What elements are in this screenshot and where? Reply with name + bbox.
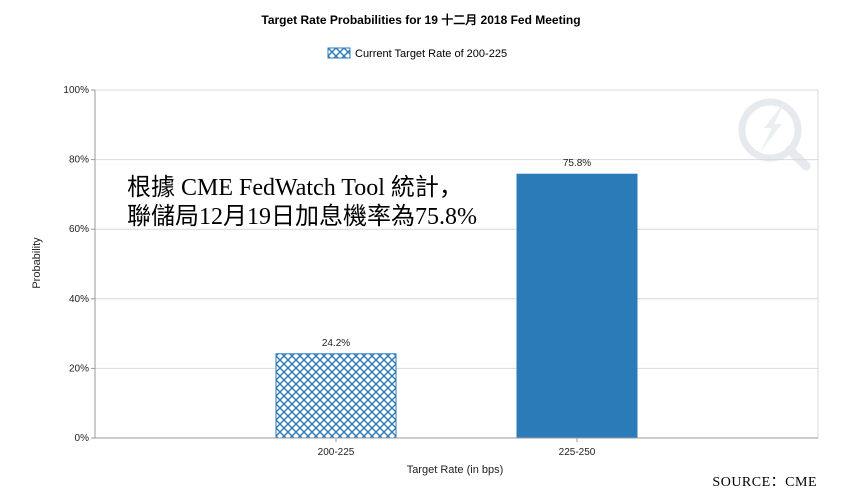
source-label: SOURCE：CME: [712, 475, 817, 490]
data-label-225-250: 75.8%: [563, 158, 591, 169]
bar-200-225: [275, 353, 397, 439]
y-tick-label: 0%: [75, 433, 90, 444]
y-tick-label: 60%: [69, 224, 89, 235]
legend: Current Target Rate of 200-225: [327, 47, 507, 60]
y-axis-title: Probability: [31, 237, 43, 289]
bar-225-250: [516, 173, 638, 439]
annotation-line-1: 根據 CME FedWatch Tool 統計，: [127, 174, 463, 201]
y-tick-label: 20%: [69, 363, 89, 374]
plot-frame: [94, 89, 819, 439]
y-tick-label: 40%: [69, 294, 89, 305]
y-tick-label: 100%: [63, 85, 89, 96]
x-tick-label-225-250: 225-250: [559, 447, 596, 458]
data-labels: 24.2% 75.8%: [322, 158, 591, 349]
legend-swatch: [327, 47, 351, 59]
legend-label: Current Target Rate of 200-225: [355, 48, 507, 60]
data-label-200-225: 24.2%: [322, 338, 350, 349]
y-axis: 0% 20% 40% 60% 80% 100%: [63, 85, 96, 444]
x-tick-label-200-225: 200-225: [318, 447, 355, 458]
plot-area: 0% 20% 40% 60% 80% 100% 24.2% 75.8% 200-225 225…: [63, 85, 819, 458]
chart-title: Target Rate Probabilities for 19 十二月 201…: [261, 12, 580, 27]
quiz-logo-icon: [738, 98, 811, 171]
annotation-line-2: 聯儲局12月19日加息機率為75.8%: [127, 203, 477, 230]
y-tick-label: 80%: [69, 155, 89, 166]
x-axis: 200-225 225-250: [95, 437, 818, 458]
gridlines: [94, 89, 819, 439]
x-axis-title: Target Rate (in bps): [407, 464, 504, 476]
